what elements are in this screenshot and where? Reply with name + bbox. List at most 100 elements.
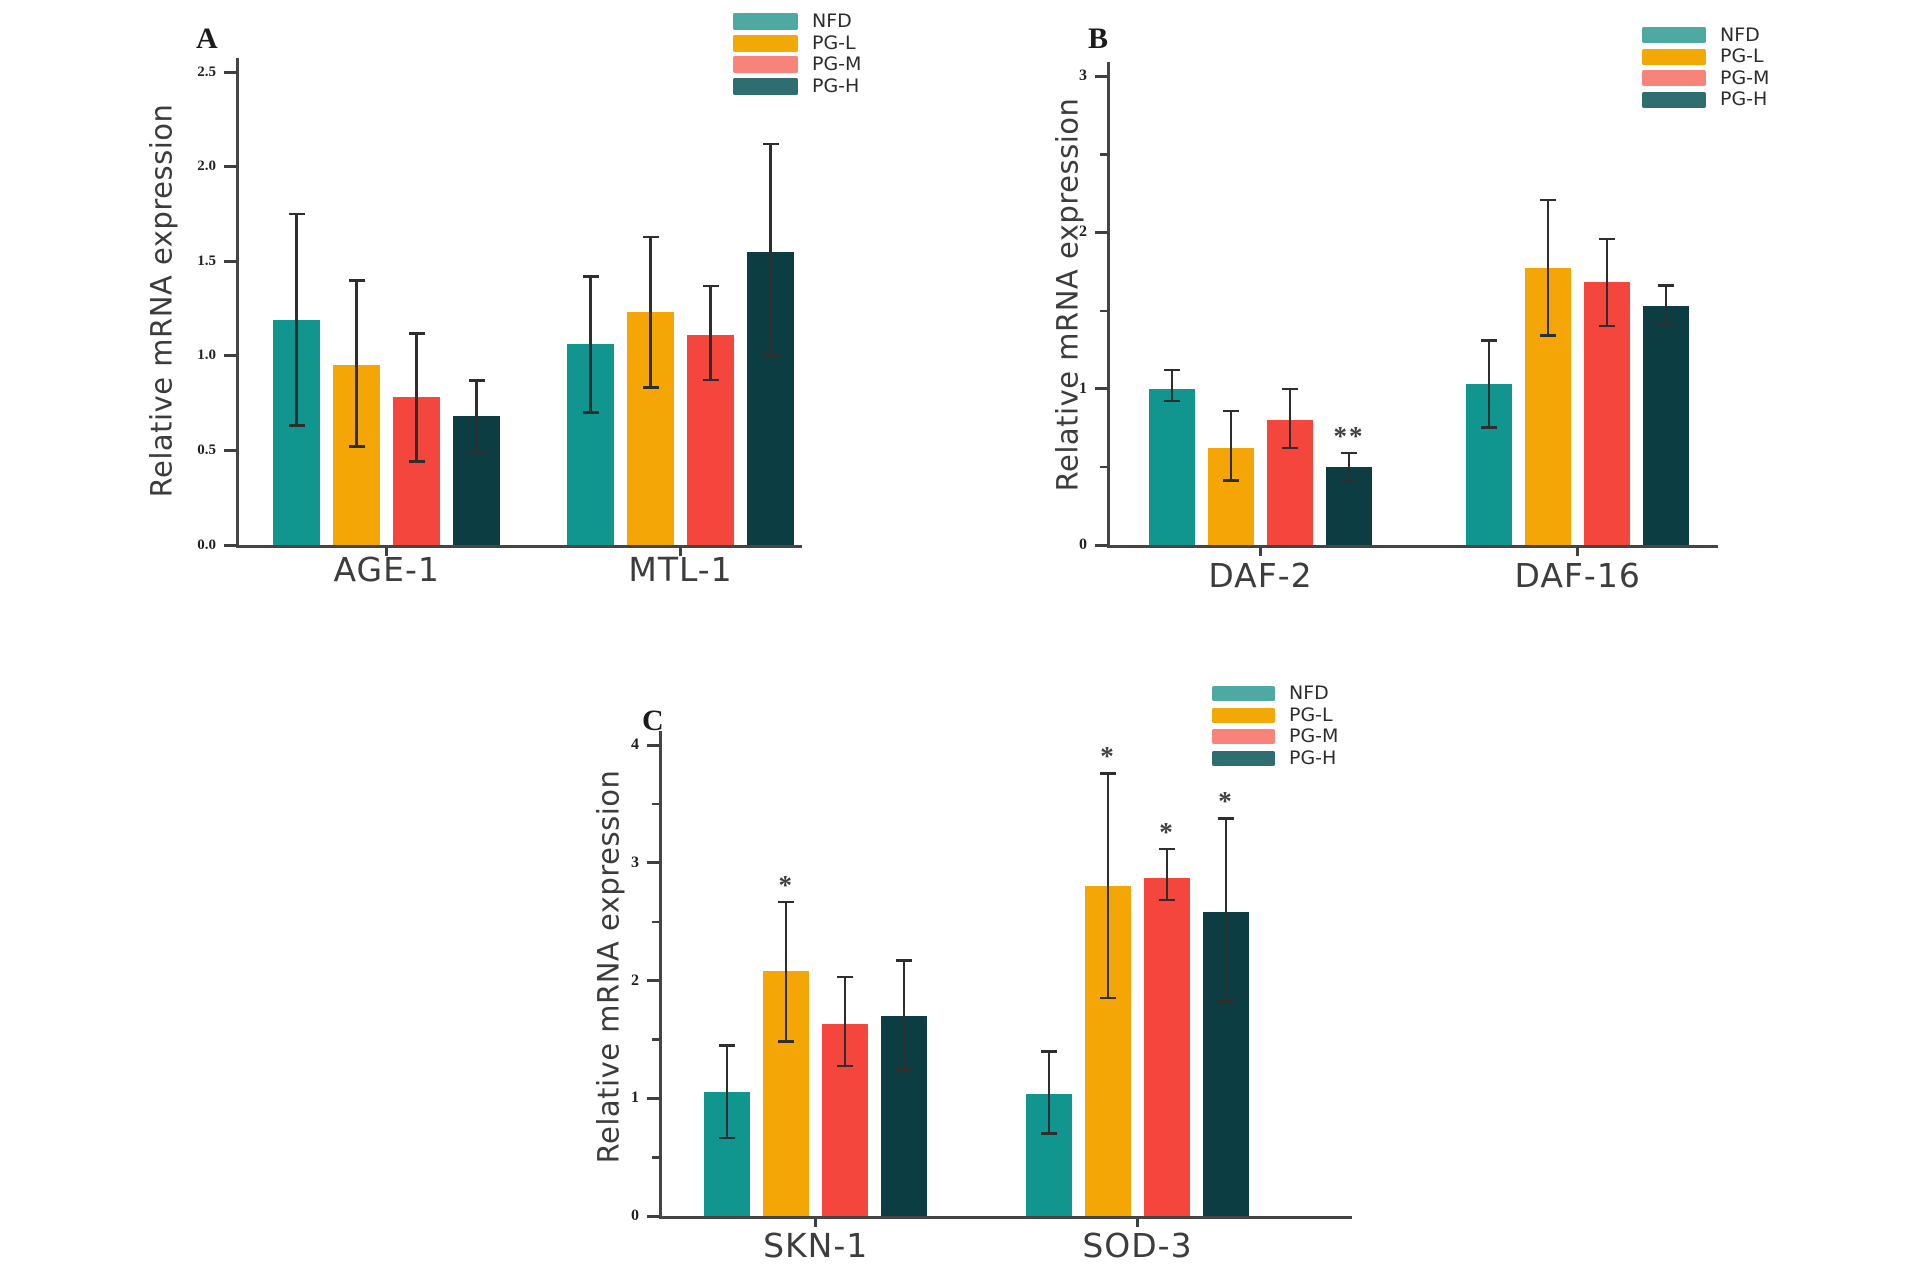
y-minor-tick [1100, 153, 1108, 156]
category-label-skn-1: SKN-1 [763, 1226, 869, 1265]
y-tick-label: 0.0 [197, 536, 216, 553]
y-axis-line [235, 58, 239, 548]
y-axis-line [1106, 62, 1110, 548]
error-bar-cap-bottom [778, 1040, 795, 1043]
y-tick-label: 2.5 [197, 63, 216, 80]
error-bar-cap-bottom [1040, 1132, 1057, 1135]
y-axis-line [658, 731, 662, 1219]
y-tick-label: 3 [1079, 67, 1087, 84]
legend-swatch-pg-m [1642, 70, 1706, 87]
legend-swatch-nfd [1642, 27, 1706, 43]
error-bar [784, 901, 788, 1042]
y-tick-label: 3 [631, 853, 639, 871]
error-bar-cap-bottom [1481, 426, 1498, 429]
error-bar [649, 236, 652, 388]
y-tick-label: 0.5 [197, 441, 216, 458]
error-bar-cap-top [642, 235, 659, 239]
y-minor-tick [1100, 309, 1108, 312]
legend-label-nfd: NFD [812, 10, 852, 32]
legend-label-pg-h: PG-H [1289, 746, 1337, 769]
error-bar-cap-top [1223, 409, 1239, 413]
error-bar-cap-bottom [582, 411, 599, 414]
error-bar-cap-bottom [719, 1136, 736, 1140]
error-bar-cap-bottom [468, 450, 485, 454]
error-bar [1106, 773, 1110, 999]
legend-label-pg-l: PG-L [812, 31, 856, 54]
error-bar-cap-top [1341, 451, 1357, 455]
error-bar-cap-top [896, 959, 913, 962]
error-bar [1047, 1051, 1051, 1134]
error-bar [1165, 848, 1169, 901]
significance-mark: * [1159, 816, 1175, 847]
error-bar-cap-bottom [642, 386, 659, 389]
x-tick [1259, 548, 1262, 556]
x-axis-line [235, 545, 802, 548]
y-tick-label: 2 [631, 971, 639, 989]
y-tick-label: 1 [631, 1089, 639, 1107]
error-bar-cap-bottom [288, 424, 305, 427]
error-bar-cap-top [582, 275, 599, 278]
x-tick [679, 548, 683, 556]
error-bar-cap-bottom [1658, 323, 1675, 326]
category-label-age-1: AGE-1 [333, 550, 440, 589]
x-tick [1135, 1219, 1139, 1227]
error-bar-cap-top [1658, 284, 1675, 287]
error-bar [843, 976, 847, 1067]
legend-swatch-pg-l [1642, 48, 1706, 65]
error-bar-cap-bottom [1217, 1000, 1234, 1003]
error-bar [1487, 340, 1491, 428]
y-tick [647, 861, 660, 865]
y-tick-label: 4 [631, 736, 639, 753]
error-bar [415, 333, 418, 462]
legend-swatch-pg-h [1212, 750, 1275, 766]
y-tick [647, 1096, 660, 1100]
error-bar [1347, 452, 1351, 481]
legend-swatch-pg-h [1642, 91, 1706, 108]
error-bar-cap-top [468, 379, 485, 382]
significance-mark: ** [1333, 420, 1365, 451]
error-bar-cap-top [762, 142, 779, 146]
error-bar-cap-bottom [1599, 324, 1616, 328]
category-label-daf-16: DAF-16 [1514, 556, 1641, 595]
y-minor-tick [652, 1038, 660, 1041]
y-tick-label: 1 [1079, 379, 1087, 397]
error-bar-cap-bottom [1223, 479, 1239, 482]
error-bar-cap-top [837, 975, 854, 979]
error-bar-cap-top [348, 279, 365, 282]
error-bar [902, 960, 906, 1070]
error-bar [295, 213, 298, 426]
y-minor-tick [1100, 465, 1108, 469]
legend-label-pg-m: PG-M [1720, 66, 1770, 89]
y-tick [224, 259, 237, 263]
x-tick [814, 1219, 818, 1227]
bar-pg-m-sod-3 [1143, 878, 1190, 1216]
significance-mark: * [1100, 741, 1116, 772]
y-tick [1095, 230, 1108, 234]
legend-label-pg-l: PG-L [1289, 703, 1333, 726]
bar-pg-h-daf-16 [1643, 305, 1690, 545]
error-bar-cap-top [719, 1044, 736, 1047]
error-bar [769, 143, 772, 356]
panel-letter-a: A [196, 22, 218, 55]
error-bar-cap-top [1099, 772, 1116, 775]
y-tick [647, 743, 660, 747]
y-tick-label: 1.0 [197, 347, 216, 364]
y-tick-label: 1.5 [197, 252, 216, 269]
x-tick [1576, 548, 1580, 556]
legend-label-pg-m: PG-M [812, 53, 862, 76]
y-tick [1095, 387, 1108, 391]
error-bar [1546, 199, 1550, 336]
error-bar [709, 285, 712, 381]
error-bar-cap-top [702, 284, 719, 288]
error-bar [589, 276, 592, 413]
error-bar-cap-top [408, 332, 425, 335]
error-bar-cap-top [1158, 847, 1175, 851]
x-axis-line [658, 1216, 1352, 1219]
y-minor-tick [652, 920, 660, 924]
error-bar-cap-bottom [1158, 898, 1175, 902]
category-label-mtl-1: MTL-1 [628, 550, 733, 589]
